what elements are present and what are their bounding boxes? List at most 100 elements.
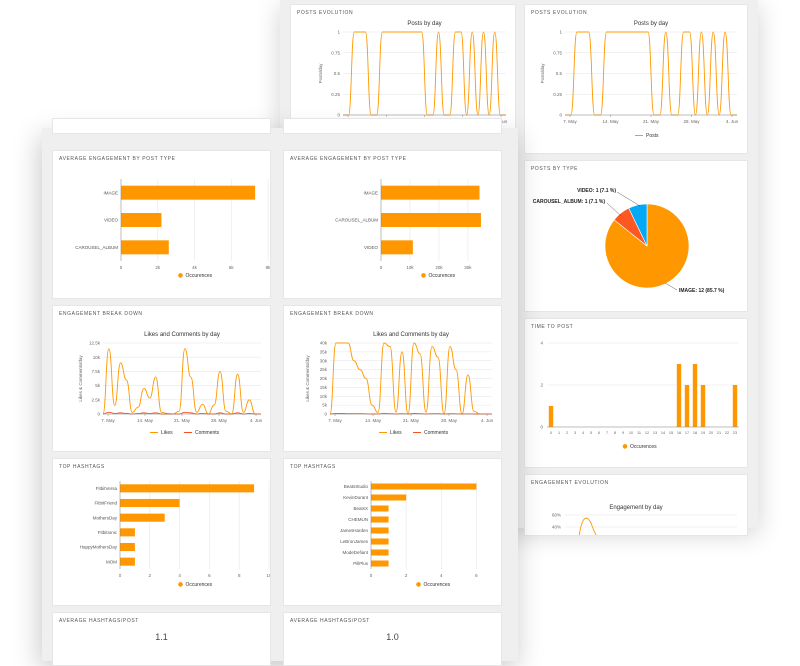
x-tick-label: 4. Jun [726,119,739,124]
series-line-likes [329,342,492,415]
card-title: Average engagement by post type [59,156,176,162]
bar [381,213,481,227]
x-tick-label: 6k [229,265,235,270]
x-tick-label: 2k [155,265,161,270]
avg-hashtags-value: 1.0 [386,632,399,642]
x-tick-label: 0 [380,265,383,270]
y-tick-label: 0 [559,113,562,118]
slice-label-carousel: CAROUSEL_ALBUM: 1 (7.1 %) [533,199,606,205]
x-tick-label: 30k [464,265,472,270]
engagement-breakdown-card-1: Engagement break down Likes and Comments… [52,305,271,452]
bar [371,549,389,556]
bar [700,385,706,427]
x-tick-label: 17 [685,431,689,435]
chart-title: Engagement by day [609,505,662,511]
bar [371,560,389,567]
category-label: CAROUSEL_ALBUM [75,245,118,250]
x-tick-label: 15 [669,431,673,435]
slice-label-image: IMAGE: 12 (85.7 %) [679,288,725,294]
top-hashtags-bar-chart: 0 2 4 6 BeatsStudio KevinDurant BeatsX CHEMUN Ja… [340,481,478,588]
y-tick-label: 60% [552,513,561,518]
bar [121,213,162,227]
category-label: IMAGE [363,190,378,195]
x-tick-label: 8 [614,431,616,435]
top-hashtags-bar-chart: 0 2 4 6 8 10 FitbitVersa FitbitFriend MothersDay… [80,481,270,588]
x-tick-label: 0 [119,573,122,578]
series-line-comments [102,411,261,415]
card-title: Average engagement by post type [290,156,407,162]
partial-card [283,118,502,134]
card-title: Posts by type [531,166,579,172]
y-tick-label: 10k [320,394,328,399]
pie-slice-video [628,203,648,247]
category-label: CAROUSEL_ALBUM [335,218,378,223]
card-title: Posts evolution [297,10,354,16]
x-tick-label: 0 [550,431,552,435]
y-tick-label: 30k [320,358,328,363]
category-label: BeatsStudio [344,484,369,489]
bar [371,516,389,523]
y-tick-label: 0.75 [331,50,340,55]
label-connector [664,282,678,291]
bar [371,483,477,490]
x-tick-label: 7 [606,431,608,435]
bar [120,528,135,537]
slice-label-video: VIDEO: 1 (7.1 %) [577,188,616,194]
label-connector [606,202,622,217]
category-label: VIDEO [104,218,119,223]
legend-swatch [421,273,426,278]
y-tick-label: 20k [320,376,328,381]
x-tick-label: 8k [266,265,270,270]
card-title: Top hashtags [290,464,336,470]
legend-label: Likes [161,430,173,436]
x-tick-label: 20 [709,431,713,435]
category-label: LeBronJames [340,539,369,544]
card-title: Top hashtags [59,464,105,470]
legend-swatch [622,444,628,449]
x-tick-label: 7. May [563,119,577,124]
y-tick-label: 0 [324,412,327,417]
category-label: FitbitVersa [96,486,118,491]
bar [120,513,165,522]
x-tick-label: 14 [661,431,665,435]
x-tick-label: 21. May [174,418,191,423]
bar [381,185,480,200]
category-label: FitbitIonic [98,530,118,535]
x-tick-label: 6 [208,573,211,578]
x-tick-label: 21. May [643,119,660,124]
legend-label: Occurences [429,273,456,279]
bar [120,557,135,566]
x-tick-label: 22 [725,431,729,435]
category-label: VIDEO [364,245,379,250]
y-tick-label: 15k [320,385,328,390]
y-tick-label: 5k [95,383,101,388]
x-tick-label: 14. May [137,418,154,423]
card-title: Average hashtags/post [290,618,370,624]
x-tick-label: 13 [653,431,657,435]
x-tick-label: 21 [717,431,721,435]
y-tick-label: 0.25 [331,92,340,97]
legend-label: Occurences [186,273,213,279]
x-tick-label: 28. May [211,418,228,423]
x-tick-label: 10k [406,265,414,270]
bar [371,505,389,512]
avg-engagement-card-1: Average engagement by post type 0 2k 4k 6k 8… [52,150,271,299]
category-label: IMAGE [103,190,118,195]
y-tick-label: 2 [540,383,543,388]
x-tick-label: 20k [435,265,443,270]
bar [371,494,407,501]
x-tick-label: 11 [637,431,641,435]
x-tick-label: 0 [370,573,373,578]
y-tick-label: 2.5k [91,397,100,402]
x-tick-label: 4. Jun [250,418,263,423]
category-label: HappyMothersDay [80,545,118,550]
y-tick-label: 4 [540,341,543,346]
y-tick-label: 0 [540,425,543,430]
category-label: PillPlus [353,561,369,566]
x-tick-label: 2 [149,573,152,578]
x-tick-label: 6 [598,431,600,435]
bar [684,385,690,427]
legend-swatch [416,582,421,587]
y-tick-label: 5k [322,403,328,408]
